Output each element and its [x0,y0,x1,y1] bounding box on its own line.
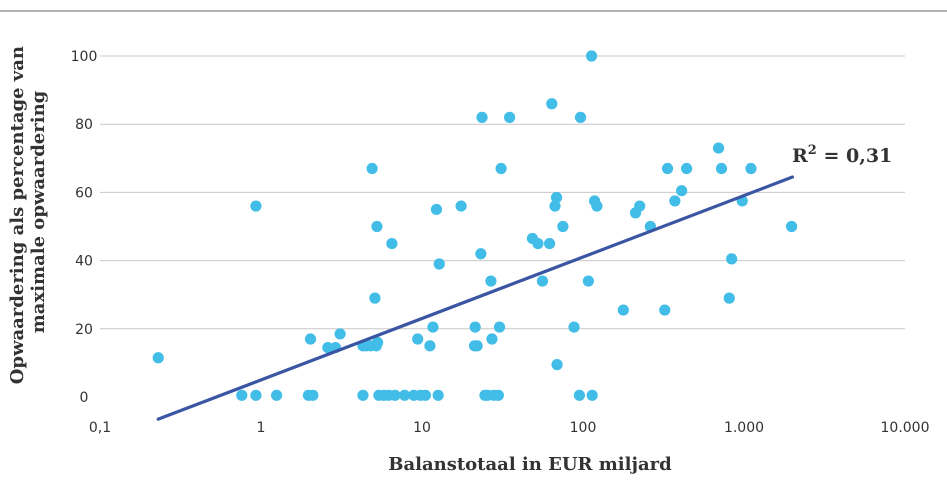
data-point [574,111,587,123]
data-point [551,359,563,371]
data-point [307,389,319,401]
y-tick-label: 40 [75,254,93,270]
data-point [399,389,411,401]
y-tick-label: 80 [75,117,93,133]
data-point [366,162,378,175]
data-point [493,321,506,333]
x-tick-label: 100 [570,420,597,436]
data-point [412,333,424,345]
data-point [476,111,488,123]
data-point [250,200,262,212]
x-tick-label: 10.000 [881,420,930,436]
data-point [586,389,598,401]
data-point [236,389,248,401]
data-point [250,389,262,401]
data-point [585,50,598,62]
data-point [680,162,693,175]
data-point [386,237,398,250]
r2-value: = 0,31 [817,145,892,167]
data-point [455,200,467,212]
data-point [427,321,439,333]
x-tick-label: 10 [413,420,431,436]
data-point [469,321,481,333]
x-tick-labels: 0,1 1 10 100 1.000 10.000 [89,420,930,436]
data-point [486,333,498,345]
x-axis-title: Balanstotaal in EUR miljard [388,454,672,475]
r-squared-annotation: R2 = 0,31 [792,143,892,167]
data-point [617,304,629,316]
data-point [369,292,381,304]
data-point [304,333,317,345]
r2-exponent: 2 [808,143,817,158]
data-point [271,389,283,401]
data-point [430,203,443,216]
x-tick-label: 1.000 [724,420,764,436]
y-axis-title: Opwaardering als percentage van maximale… [7,40,49,385]
data-point [723,292,735,304]
data-point [419,389,432,401]
data-point [357,389,369,401]
data-point [475,248,487,260]
data-point [334,328,346,340]
data-point [712,142,725,154]
y-axis-title-line-1: Opwaardering als percentage van [7,46,28,384]
data-point [503,111,516,123]
data-point [568,321,580,333]
data-point [549,200,561,212]
y-tick-label: 20 [75,322,93,338]
data-point [546,98,558,110]
data-point [433,258,445,270]
data-point [492,389,504,401]
y-tick-label: 100 [71,49,98,65]
x-tick-label: 1 [257,420,266,436]
data-point [485,275,497,287]
data-point [676,185,688,197]
data-point [745,162,757,175]
data-point [389,389,401,401]
gridlines [100,55,905,330]
data-point [543,237,556,250]
trendline [156,175,795,421]
data-point [634,200,646,212]
data-point [715,162,728,175]
data-point [669,195,681,207]
y-tick-label: 60 [75,185,93,201]
r2-base: R [792,145,808,167]
data-point [573,389,586,401]
data-point [372,336,384,349]
data-point [471,340,483,352]
data-point [371,220,383,233]
y-axis-title-line-2: maximale opwaardering [28,90,49,333]
data-point [495,162,507,175]
data-point [557,220,569,233]
y-tick-labels: 0 20 40 60 80 100 [71,49,98,406]
data-point [550,191,563,204]
data-point [152,352,164,364]
data-point [661,162,674,175]
data-point [582,275,594,287]
y-tick-label: 0 [80,390,89,406]
data-points [152,50,798,401]
data-point [536,275,549,287]
data-point [726,253,738,265]
data-point [532,237,544,250]
data-point [424,340,436,352]
x-tick-label: 0,1 [89,420,111,436]
data-point [659,304,671,316]
data-point [432,389,444,401]
data-point [785,220,798,233]
data-point [591,200,603,212]
